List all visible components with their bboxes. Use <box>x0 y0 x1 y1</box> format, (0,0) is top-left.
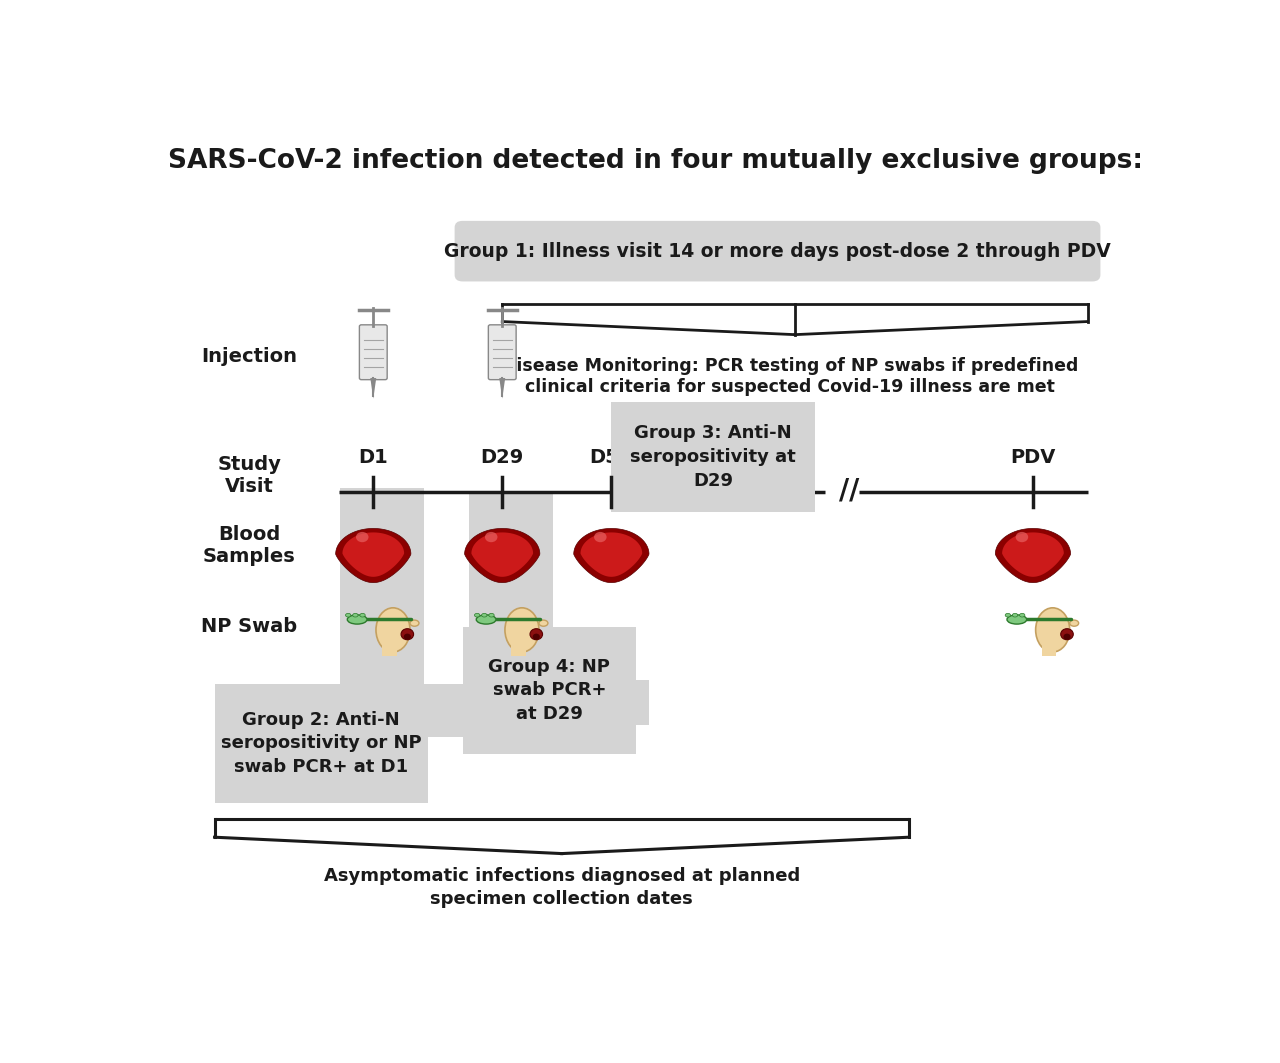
Bar <box>612 402 815 512</box>
Text: Blood
Samples: Blood Samples <box>204 524 296 566</box>
Ellipse shape <box>1036 608 1070 652</box>
Polygon shape <box>996 528 1070 583</box>
Ellipse shape <box>401 628 413 640</box>
Ellipse shape <box>353 613 358 617</box>
Ellipse shape <box>1061 628 1073 640</box>
Text: Group 3: Anti-N
seropositivity at
D29: Group 3: Anti-N seropositivity at D29 <box>630 424 796 490</box>
Ellipse shape <box>594 532 607 542</box>
Bar <box>215 685 428 803</box>
Bar <box>462 627 636 754</box>
Ellipse shape <box>376 608 410 652</box>
Polygon shape <box>471 533 532 577</box>
Ellipse shape <box>481 613 486 617</box>
Text: D29: D29 <box>480 449 524 468</box>
Ellipse shape <box>403 634 411 640</box>
Text: Disease Monitoring: PCR testing of NP swabs if predefined
clinical criteria for : Disease Monitoring: PCR testing of NP sw… <box>502 357 1078 395</box>
Polygon shape <box>499 378 506 399</box>
Polygon shape <box>370 378 376 399</box>
Ellipse shape <box>360 613 365 617</box>
Ellipse shape <box>475 613 480 617</box>
Ellipse shape <box>1064 634 1070 640</box>
Text: SARS-CoV-2 infection detected in four mutually exclusive groups:: SARS-CoV-2 infection detected in four mu… <box>169 148 1143 174</box>
Ellipse shape <box>530 628 543 640</box>
Text: Group 2: Anti-N
seropositivity or NP
swab PCR+ at D1: Group 2: Anti-N seropositivity or NP swa… <box>221 711 421 776</box>
Ellipse shape <box>1007 614 1027 624</box>
Text: D1: D1 <box>358 449 388 468</box>
Text: D57: D57 <box>590 449 634 468</box>
Bar <box>468 680 649 725</box>
Ellipse shape <box>410 620 419 626</box>
Text: NP Swab: NP Swab <box>201 618 297 637</box>
Ellipse shape <box>489 613 494 617</box>
Ellipse shape <box>539 620 548 626</box>
Bar <box>1042 644 1056 656</box>
FancyBboxPatch shape <box>489 325 516 379</box>
Ellipse shape <box>347 614 367 624</box>
Ellipse shape <box>1005 613 1011 617</box>
Bar <box>468 492 553 680</box>
Text: Group 4: NP
swab PCR+
at D29: Group 4: NP swab PCR+ at D29 <box>489 658 611 723</box>
Ellipse shape <box>346 613 351 617</box>
Ellipse shape <box>1015 532 1028 542</box>
FancyBboxPatch shape <box>360 325 387 379</box>
Ellipse shape <box>485 532 498 542</box>
Ellipse shape <box>356 532 369 542</box>
Ellipse shape <box>504 608 539 652</box>
Text: //: // <box>840 476 860 504</box>
Ellipse shape <box>532 634 540 640</box>
Polygon shape <box>1002 533 1064 577</box>
Polygon shape <box>581 533 643 577</box>
Ellipse shape <box>476 614 495 624</box>
Bar <box>339 488 424 685</box>
Ellipse shape <box>1070 620 1079 626</box>
Polygon shape <box>573 528 649 583</box>
Text: Study
Visit: Study Visit <box>218 455 282 496</box>
Text: Injection: Injection <box>201 348 297 367</box>
Ellipse shape <box>1020 613 1025 617</box>
Text: Asymptomatic infections diagnosed at planned
specimen collection dates: Asymptomatic infections diagnosed at pla… <box>324 866 800 908</box>
FancyBboxPatch shape <box>454 221 1101 282</box>
Text: Group 1: Illness visit 14 or more days post-dose 2 through PDV: Group 1: Illness visit 14 or more days p… <box>444 241 1111 260</box>
Bar <box>339 685 553 738</box>
Polygon shape <box>465 528 540 583</box>
Polygon shape <box>335 528 411 583</box>
Bar <box>511 644 526 656</box>
Polygon shape <box>343 533 404 577</box>
Text: PDV: PDV <box>1010 449 1056 468</box>
Ellipse shape <box>1012 613 1018 617</box>
Bar <box>383 644 397 656</box>
